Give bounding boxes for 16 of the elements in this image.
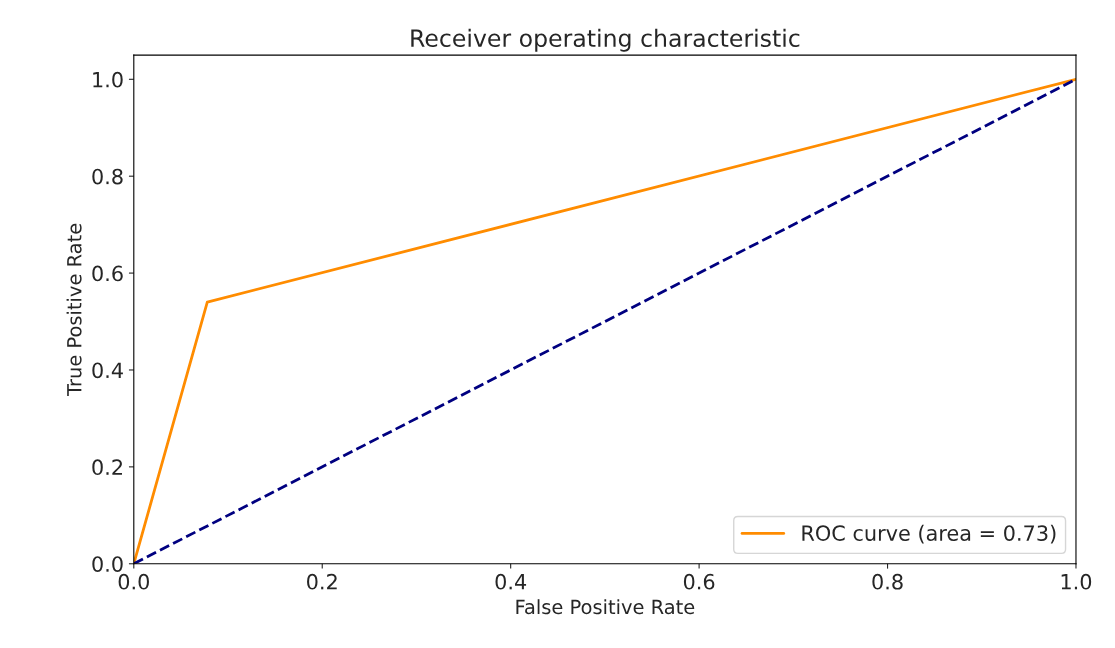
y-tick-label: 0.0 — [92, 556, 123, 572]
y-tick-label: 1.0 — [93, 71, 123, 88]
x-axis-title: False Positive Rate — [516, 599, 695, 615]
chart-title: Receiver operating characteristic — [411, 28, 800, 52]
legend-label: ROC curve (area = 0.73) — [802, 524, 1056, 544]
y-tick-label: 0.4 — [92, 362, 123, 379]
x-tick-label: 0.4 — [495, 573, 527, 590]
x-tick-label: 0.2 — [307, 573, 337, 590]
x-tick-label: 1.0 — [1061, 573, 1092, 590]
y-tick-label: 0.8 — [92, 168, 123, 185]
x-tick-label: 0.6 — [683, 573, 715, 590]
x-tick-label: 0.8 — [872, 573, 903, 590]
y-tick-label: 0.2 — [92, 459, 122, 476]
y-tick-label: 0.6 — [92, 265, 123, 282]
y-axis-title: True Positive Rate — [66, 223, 82, 397]
x-tick-label: 0.0 — [118, 573, 149, 590]
